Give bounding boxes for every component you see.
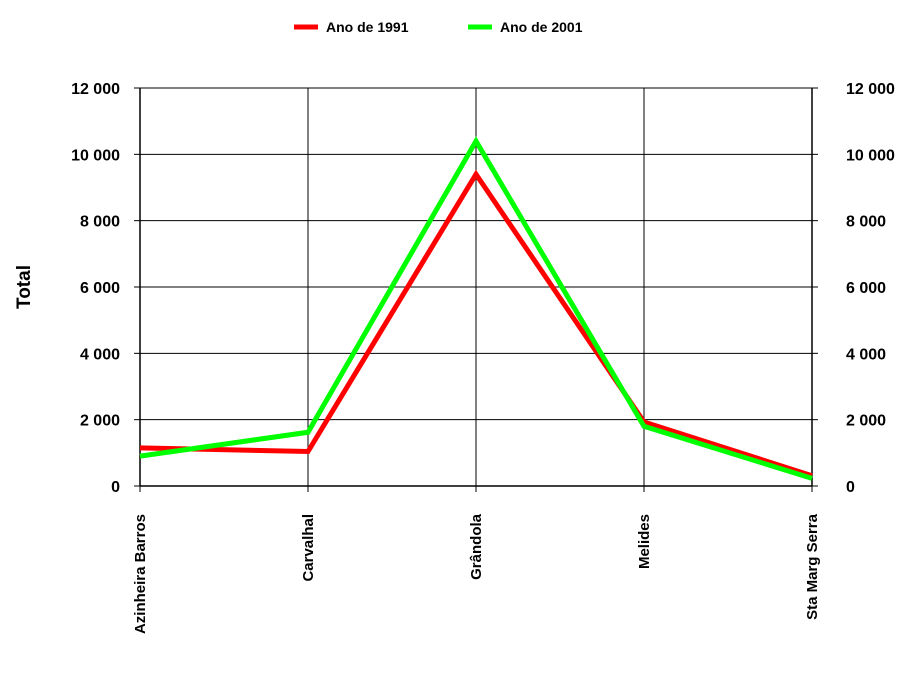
x-tick-label: Carvalhal xyxy=(300,514,317,582)
x-tick-label: Melides xyxy=(636,514,653,569)
y-tick-label-left: 2 000 xyxy=(80,413,120,430)
y-tick-label-left: 0 xyxy=(111,479,120,496)
legend-label: Ano de 2001 xyxy=(500,19,583,35)
y-axis-left-ticks: 0 2 000 4 000 6 000 8 000 10 000 12 000 xyxy=(71,81,140,496)
y-tick-label-right: 8 000 xyxy=(846,214,886,231)
y-tick-label-left: 12 000 xyxy=(71,81,120,98)
y-tick-label-right: 6 000 xyxy=(846,280,886,297)
y-tick-label-left: 10 000 xyxy=(71,147,120,164)
series-line-2 xyxy=(139,136,813,481)
y-tick-label-left: 6 000 xyxy=(80,280,120,297)
y-tick-label-left: 4 000 xyxy=(80,346,120,363)
y-tick-label-right: 12 000 xyxy=(846,81,895,98)
x-tick-label: Sta Marg Serra xyxy=(804,513,821,620)
y-axis-title: Total xyxy=(14,265,35,309)
legend: Ano de 1991 Ano de 2001 xyxy=(294,19,583,35)
y-tick-label-right: 0 xyxy=(846,479,855,496)
y-tick-label-right: 4 000 xyxy=(846,346,886,363)
y-tick-label-right: 2 000 xyxy=(846,413,886,430)
legend-label: Ano de 1991 xyxy=(326,19,409,35)
x-axis-ticks: Azinheira Barros Carvalhal Grândola Melides… xyxy=(132,486,821,634)
series-line-1 xyxy=(139,169,813,479)
x-tick-label: Grândola xyxy=(468,513,485,580)
y-tick-label-right: 10 000 xyxy=(846,147,895,164)
y-axis-right-ticks: 0 2 000 4 000 6 000 8 000 10 000 12 000 xyxy=(812,81,895,496)
series-lines xyxy=(139,136,813,481)
x-tick-label: Azinheira Barros xyxy=(132,514,149,634)
gridlines xyxy=(139,87,813,487)
y-tick-label-left: 8 000 xyxy=(80,214,120,231)
